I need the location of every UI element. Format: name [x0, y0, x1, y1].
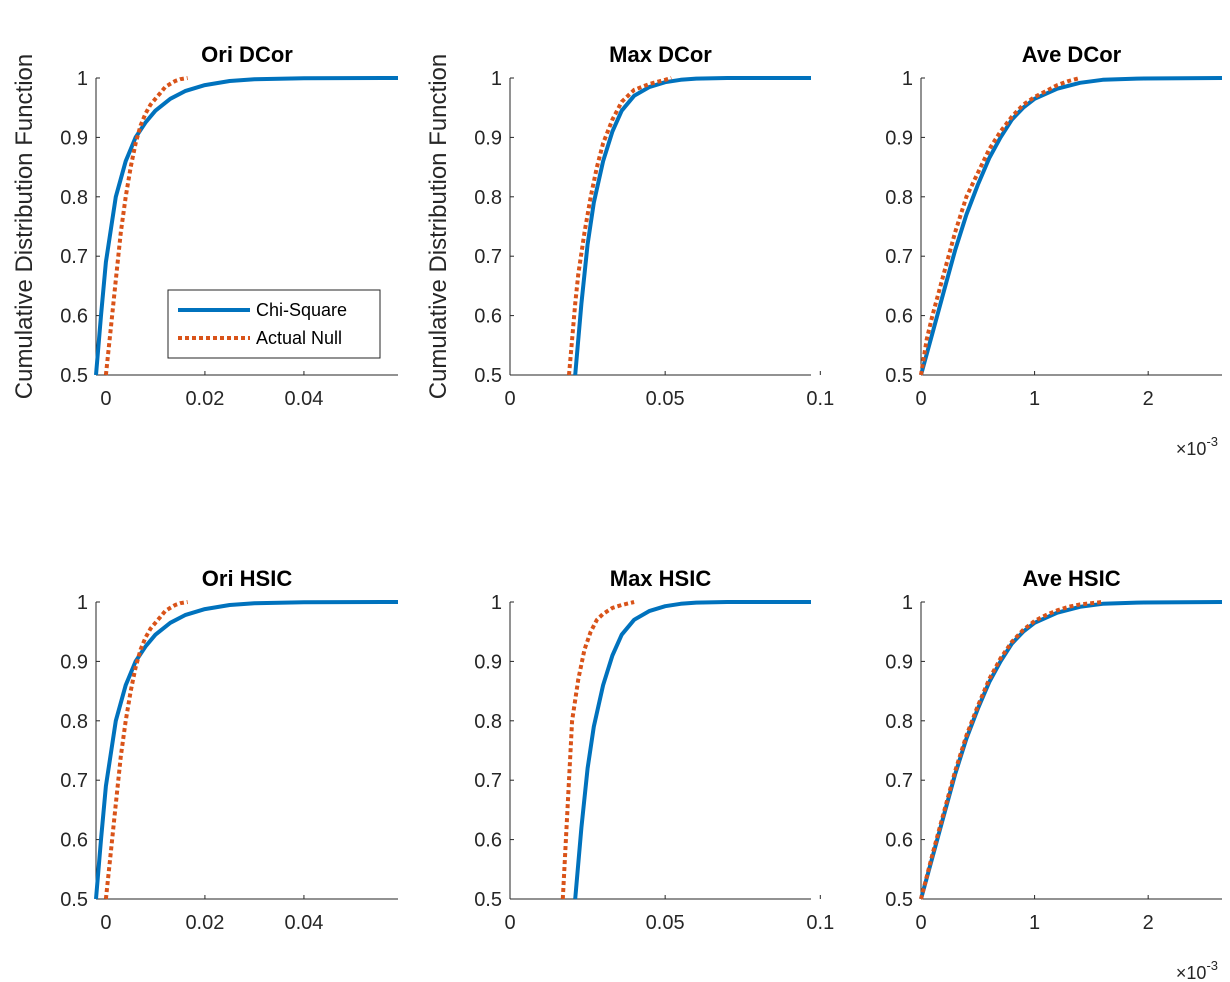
series-chi-square	[573, 600, 811, 900]
series-actual-null	[560, 600, 635, 900]
panel-title: Ori DCor	[201, 42, 293, 67]
y-tick-label: 0.8	[474, 711, 502, 733]
y-tick-label: 0.7	[885, 246, 913, 268]
series-chi-square	[94, 76, 399, 376]
y-tick-label: 0.8	[60, 187, 88, 209]
y-tick-label: 0.5	[885, 365, 913, 387]
x-tick-label: 0.1	[806, 912, 834, 934]
x-tick-label: 0.05	[646, 388, 685, 410]
y-axis-label: Cumulative Distribution Function	[425, 54, 452, 399]
y-tick-label: 0.8	[60, 711, 88, 733]
series-actual-null	[919, 600, 1103, 900]
x-tick-label: 0.05	[646, 912, 685, 934]
y-tick-label: 0.6	[60, 306, 88, 328]
y-tick-label: 0.8	[885, 187, 913, 209]
y-tick-label: 0.9	[885, 651, 913, 673]
panel-5: Ave HSIC 0.5 0.6 0.7 0.8 0.9 1 0 1 2 ×10-3	[885, 566, 1223, 982]
x-tick-label: 0	[504, 912, 515, 934]
y-tick-label: 0.9	[60, 127, 88, 149]
series-chi-square	[919, 76, 1223, 376]
series-actual-null	[567, 76, 672, 376]
y-tick-label: 0.6	[474, 830, 502, 852]
y-tick-label: 0.7	[885, 770, 913, 792]
x-tick-label: 0	[100, 388, 111, 410]
y-axis-label: Cumulative Distribution Function	[11, 54, 38, 399]
x-tick-label: 0.1	[806, 388, 834, 410]
x-tick-label: 0	[100, 912, 111, 934]
x-tick-label: 0.04	[284, 912, 323, 934]
panel-1: Max DCor 0.5 0.6 0.7 0.8 0.9 1 0 0.05 0.1 Cumulati…	[425, 42, 834, 410]
y-tick-label: 0.5	[885, 889, 913, 911]
series-chi-square	[919, 600, 1223, 900]
y-tick-label: 0.6	[885, 306, 913, 328]
x-tick-label: 0.02	[185, 912, 224, 934]
panel-3: Ori HSIC 0.5 0.6 0.7 0.8 0.9 1 0 0.02 0.04	[60, 566, 399, 934]
y-tick-label: 1	[491, 592, 502, 614]
y-tick-label: 0.6	[885, 830, 913, 852]
x-exponent-label: ×10-3	[1176, 434, 1218, 459]
x-tick-label: 1	[1029, 912, 1040, 934]
y-tick-label: 0.9	[60, 651, 88, 673]
y-tick-label: 0.7	[474, 246, 502, 268]
panel-title: Ori HSIC	[202, 566, 293, 591]
panel-4: Max HSIC 0.5 0.6 0.7 0.8 0.9 1 0 0.05 0.1	[474, 566, 834, 934]
y-tick-label: 1	[902, 68, 913, 90]
y-tick-label: 0.8	[885, 711, 913, 733]
y-tick-label: 0.9	[474, 127, 502, 149]
y-tick-label: 0.6	[474, 306, 502, 328]
series-actual-null	[103, 76, 188, 376]
x-exponent-label: ×10-3	[1176, 958, 1218, 982]
x-tick-label: 0	[915, 388, 926, 410]
series-actual-null	[919, 76, 1081, 376]
x-tick-label: 1	[1029, 388, 1040, 410]
y-tick-label: 0.9	[885, 127, 913, 149]
x-tick-label: 0.02	[185, 388, 224, 410]
series-chi-square	[573, 76, 811, 376]
x-tick-label: 0	[504, 388, 515, 410]
panel-title: Ave HSIC	[1022, 566, 1120, 591]
legend: Chi-Square Actual Null	[167, 289, 381, 359]
panel-title: Ave DCor	[1022, 42, 1122, 67]
y-tick-label: 0.7	[474, 770, 502, 792]
x-tick-label: 0	[915, 912, 926, 934]
legend-label: Chi-Square	[256, 300, 347, 320]
y-tick-label: 1	[77, 592, 88, 614]
y-tick-label: 1	[77, 68, 88, 90]
y-tick-label: 0.8	[474, 187, 502, 209]
panel-2: Ave DCor 0.5 0.6 0.7 0.8 0.9 1 0 1 2 ×10-3	[885, 42, 1223, 459]
legend-label: Actual Null	[256, 328, 342, 348]
y-tick-label: 1	[491, 68, 502, 90]
series-chi-square	[94, 600, 399, 900]
y-tick-label: 0.5	[60, 889, 88, 911]
y-tick-label: 0.7	[60, 770, 88, 792]
y-tick-label: 0.6	[60, 830, 88, 852]
x-tick-label: 2	[1143, 912, 1154, 934]
series-actual-null	[103, 600, 188, 900]
y-tick-label: 0.7	[60, 246, 88, 268]
x-tick-label: 0.04	[284, 388, 323, 410]
panel-0: Ori DCor 0.5 0.6 0.7 0.8 0.9 1 0 0.02 0.04 Cumulat…	[11, 42, 399, 410]
legend-box	[167, 289, 381, 359]
panel-title: Max HSIC	[610, 566, 712, 591]
y-tick-label: 0.5	[60, 365, 88, 387]
y-tick-label: 0.5	[474, 889, 502, 911]
y-tick-label: 0.5	[474, 365, 502, 387]
panel-title: Max DCor	[609, 42, 712, 67]
y-tick-label: 1	[902, 592, 913, 614]
x-tick-label: 2	[1143, 388, 1154, 410]
y-tick-label: 0.9	[474, 651, 502, 673]
